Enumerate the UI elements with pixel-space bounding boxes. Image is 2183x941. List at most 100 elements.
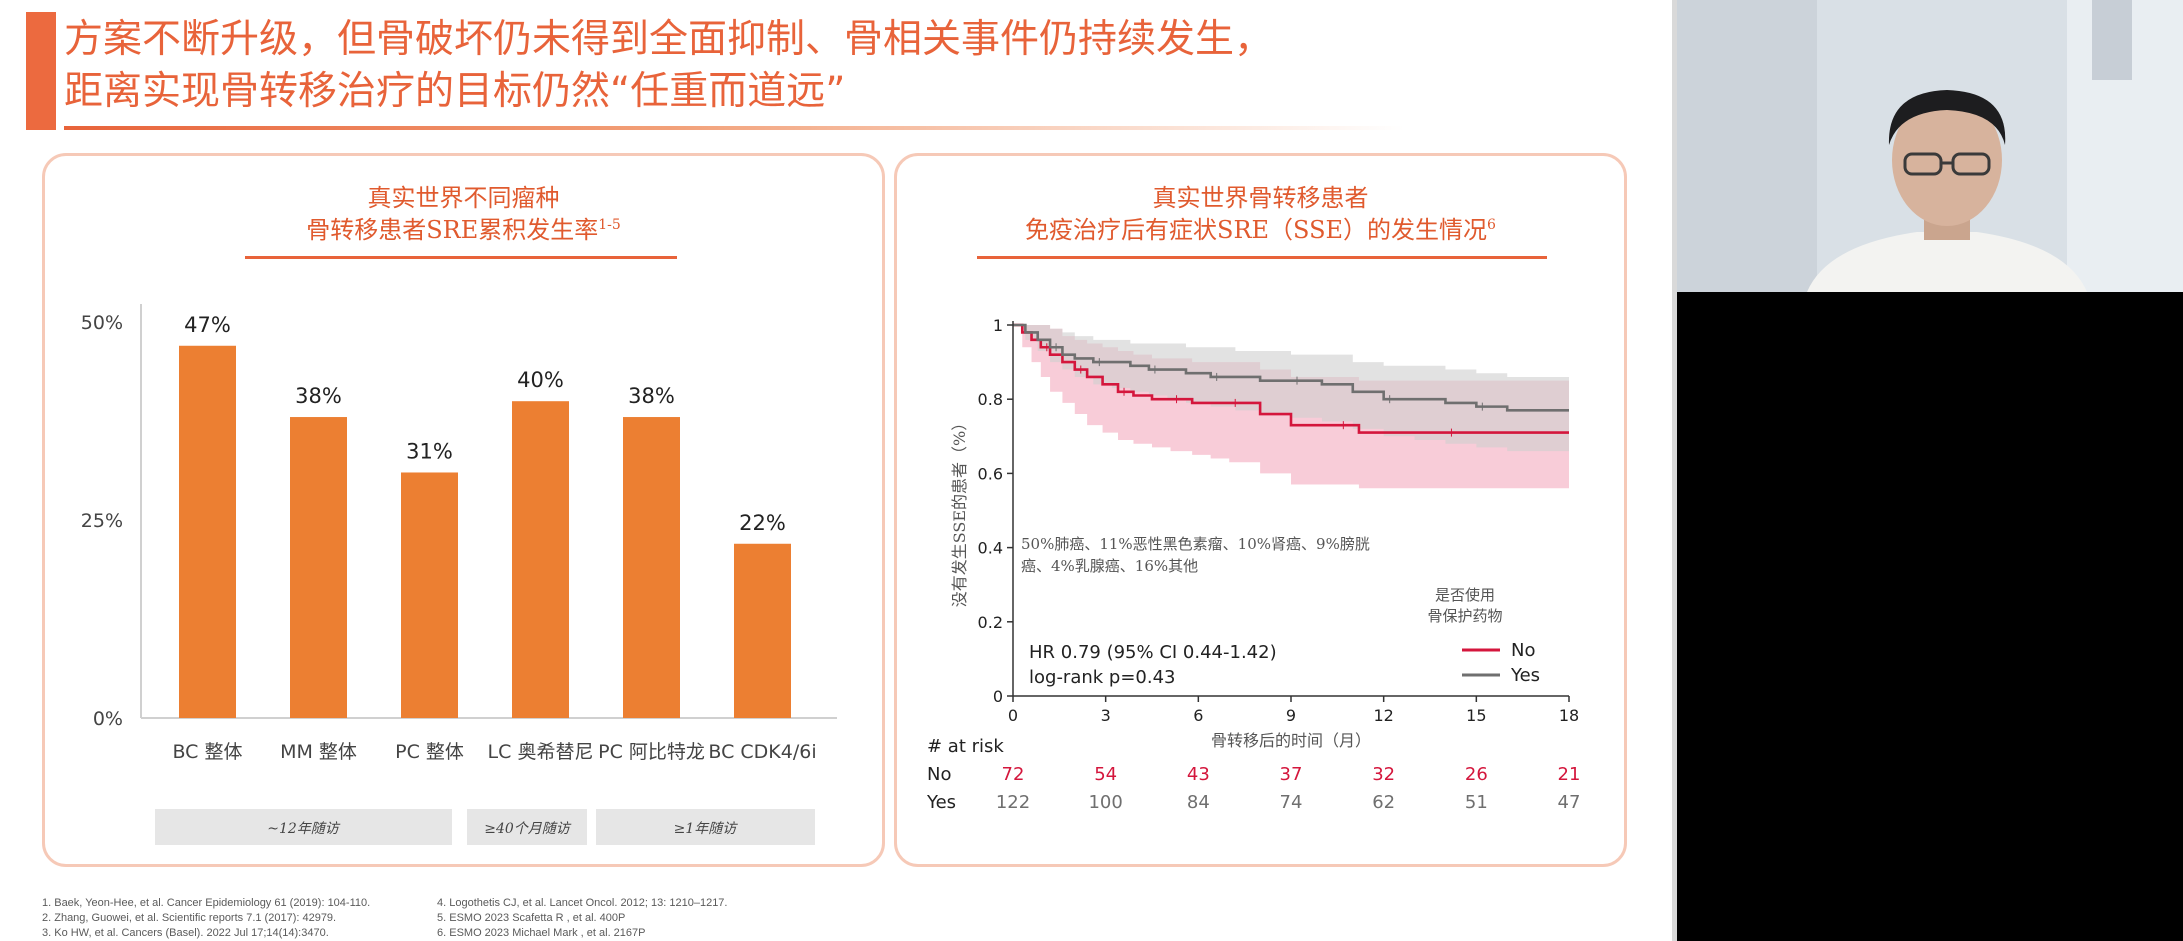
left-panel-title: 真实世界不同瘤种 骨转移患者SRE累积发生率1-5 xyxy=(45,182,882,246)
followup-label-12y: ~12年随访 xyxy=(267,821,341,837)
km-x-tick-label: 12 xyxy=(1373,706,1393,725)
followup-label-40m: ≥40个月随访 xyxy=(484,821,572,837)
left-panel-title-ref: 1-5 xyxy=(598,217,621,233)
footnote-4: 4. Logothetis CJ, et al. Lancet Oncol. 2… xyxy=(437,897,728,909)
km-x-tick-label: 6 xyxy=(1193,706,1203,725)
bar-value-label: 38% xyxy=(295,384,342,408)
title-underline xyxy=(64,126,1404,130)
followup-band-12y xyxy=(155,809,452,845)
bar-value-label: 22% xyxy=(739,511,786,535)
bar-value-label: 38% xyxy=(628,384,675,408)
km-y-tick-label: 0.6 xyxy=(978,464,1003,483)
right-panel-title-line2: 免疫治疗后有症状SRE（SSE）的发生情况 xyxy=(1025,216,1488,244)
bar-category-label: BC 整体 xyxy=(172,741,242,763)
legend-title-line2: 骨保护药物 xyxy=(1427,607,1502,625)
bar-1 xyxy=(290,417,347,718)
km-x-tick-label: 15 xyxy=(1466,706,1486,725)
km-x-tick-label: 3 xyxy=(1101,706,1111,725)
sre-bar-chart: 0% 25% 50% 47% BC 整体 38% MM 整体 31% PC 整体 40% LC 奥… xyxy=(81,304,837,845)
km-y-tick-label: 0.4 xyxy=(978,539,1003,558)
left-panel-title-line1: 真实世界不同瘤种 xyxy=(367,184,560,212)
at-risk-count: 51 xyxy=(1465,792,1488,813)
bar-category-label: MM 整体 xyxy=(280,741,357,763)
bar-category-label: PC 阿比特龙 xyxy=(598,741,705,763)
title-accent-bar xyxy=(26,12,56,130)
right-panel-title-rule xyxy=(977,256,1547,259)
left-panel-title-rule xyxy=(245,256,677,259)
followup-label-1y: ≥1年随访 xyxy=(674,821,739,837)
km-ci-band-yes xyxy=(1013,325,1569,452)
km-survival-chart: 0 0.2 0.4 0.6 0.8 1 0 3 6 9 12 15 18 骨转移后的时间（月） 没有发生SS… xyxy=(926,316,1581,813)
at-risk-count: 100 xyxy=(1088,792,1122,813)
km-y-tick-label: 0 xyxy=(993,687,1003,706)
km-x-tick-label: 9 xyxy=(1286,706,1296,725)
at-risk-count: 32 xyxy=(1372,764,1395,785)
presentation-slide: 方案不断升级，但骨破坏仍未得到全面抑制、骨相关事件仍持续发生， 距离实现骨转移治… xyxy=(0,0,1672,941)
at-risk-count: 54 xyxy=(1094,764,1117,785)
bar-value-label: 31% xyxy=(406,439,453,463)
bar-5 xyxy=(734,543,791,718)
km-x-axis-label: 骨转移后的时间（月） xyxy=(1211,731,1371,750)
bar-3 xyxy=(512,401,569,718)
legend-label-yes: Yes xyxy=(1510,665,1540,686)
bar-category-label: PC 整体 xyxy=(395,741,464,763)
speaker-video-feed xyxy=(1677,0,2183,292)
followup-band-1y xyxy=(596,809,815,845)
logrank-text: log-rank p=0.43 xyxy=(1029,667,1176,688)
bar-4 xyxy=(623,417,680,718)
speaker-webcam-tile xyxy=(1677,0,2183,292)
footnotes-left: 1. Baek, Yeon-Hee, et al. Cancer Epidemi… xyxy=(42,896,370,941)
at-risk-count: 26 xyxy=(1465,764,1488,785)
bar-value-label: 40% xyxy=(517,368,564,392)
legend-title-line1: 是否使用 xyxy=(1435,586,1495,604)
sre-incidence-panel: 真实世界不同瘤种 骨转移患者SRE累积发生率1-5 0% 25% 50% 47% BC… xyxy=(42,153,885,867)
at-risk-header: # at risk xyxy=(927,736,1004,757)
bar-y-tick-label: 50% xyxy=(81,312,123,334)
footnote-2: 2. Zhang, Guowei, et al. Scientific repo… xyxy=(42,912,337,924)
sse-survival-panel: 真实世界骨转移患者 免疫治疗后有症状SRE（SSE）的发生情况6 0 0.2 0.4… xyxy=(894,153,1627,867)
at-risk-count: 37 xyxy=(1280,764,1303,785)
at-risk-count: 122 xyxy=(996,792,1030,813)
footnote-3: 3. Ko HW, et al. Cancers (Basel). 2022 J… xyxy=(42,927,329,939)
speaker-shirt xyxy=(1807,232,2087,292)
at-risk-count: 43 xyxy=(1187,764,1210,785)
km-x-tick-label: 0 xyxy=(1008,706,1018,725)
cohort-annotation-line1: 50%肺癌、11%恶性黑色素瘤、10%肾癌、9%膀胱 xyxy=(1021,535,1370,553)
bar-category-label: BC CDK4/6i xyxy=(708,741,816,763)
bar-2 xyxy=(401,472,458,718)
speaker-hair xyxy=(1888,90,2006,145)
left-panel-title-line2: 骨转移患者SRE累积发生率 xyxy=(306,216,599,244)
right-panel-title-ref: 6 xyxy=(1487,217,1496,233)
hazard-ratio-text: HR 0.79 (95% CI 0.44-1.42) xyxy=(1029,642,1277,663)
at-risk-row-label: No xyxy=(927,764,951,785)
at-risk-count: 84 xyxy=(1187,792,1210,813)
footnote-5: 5. ESMO 2023 Scafetta R , et al. 400P xyxy=(437,912,626,924)
at-risk-count: 74 xyxy=(1280,792,1303,813)
bar-y-tick-label: 25% xyxy=(81,510,123,532)
footnotes-right: 4. Logothetis CJ, et al. Lancet Oncol. 2… xyxy=(437,896,728,941)
slide-title-line1: 方案不断升级，但骨破坏仍未得到全面抑制、骨相关事件仍持续发生， xyxy=(64,17,1274,62)
speaker-face xyxy=(1892,94,2002,226)
at-risk-row-label: Yes xyxy=(926,792,956,813)
cohort-annotation-line2: 癌、4%乳腺癌、16%其他 xyxy=(1021,557,1198,575)
km-y-tick-label: 1 xyxy=(993,316,1003,335)
km-y-axis-label: 没有发生SSE的患者（%） xyxy=(950,415,969,608)
slide-title: 方案不断升级，但骨破坏仍未得到全面抑制、骨相关事件仍持续发生， 距离实现骨转移治… xyxy=(64,14,1273,118)
km-y-tick-label: 0.2 xyxy=(978,613,1003,632)
slide-title-line2: 距离实现骨转移治疗的目标仍然“任重而道远” xyxy=(64,69,846,114)
km-y-tick-label: 0.8 xyxy=(978,390,1003,409)
bar-value-label: 47% xyxy=(184,313,231,337)
bar-0 xyxy=(179,345,236,718)
footnote-1: 1. Baek, Yeon-Hee, et al. Cancer Epidemi… xyxy=(42,897,371,909)
followup-band-40m xyxy=(467,809,587,845)
bar-y-tick-label: 0% xyxy=(93,708,123,730)
legend-label-no: No xyxy=(1511,640,1535,661)
at-risk-count: 21 xyxy=(1558,764,1581,785)
km-x-tick-label: 18 xyxy=(1559,706,1579,725)
at-risk-count: 47 xyxy=(1558,792,1581,813)
km-curve-yes xyxy=(1013,323,1569,412)
km-curve-no xyxy=(1013,323,1569,434)
right-panel-title-line1: 真实世界骨转移患者 xyxy=(1152,184,1369,212)
at-risk-count: 62 xyxy=(1372,792,1395,813)
bar-category-label: LC 奥希替尼 xyxy=(488,741,594,763)
